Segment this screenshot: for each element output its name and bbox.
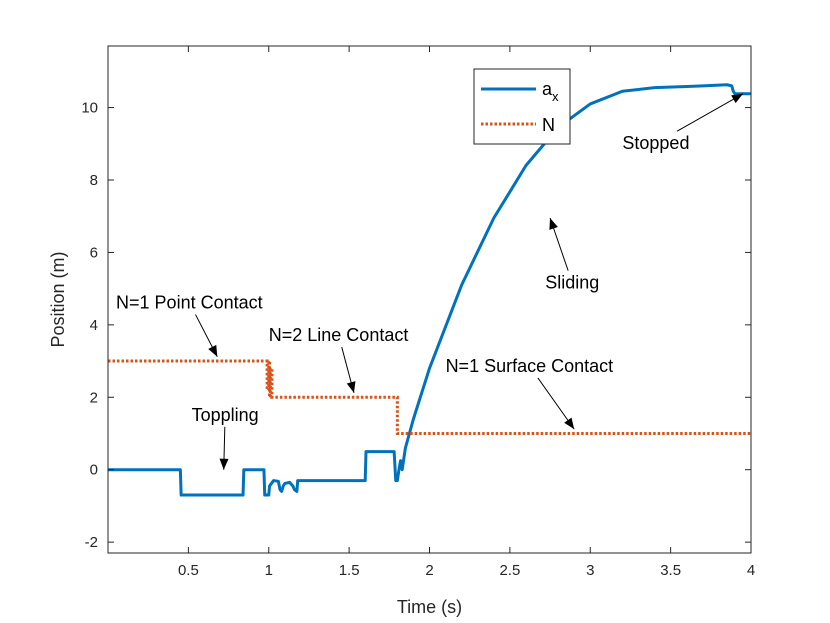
annotation-arrow-head <box>346 381 356 393</box>
x-axis-title: Time (s) <box>397 597 462 617</box>
legend-label-ax-sub: x <box>552 89 559 104</box>
x-tick-label: 0.5 <box>178 562 199 579</box>
legend-label-ax: ax <box>542 79 559 104</box>
series-line-n <box>108 359 751 435</box>
y-tick-label: 6 <box>90 244 98 261</box>
annotation-label: Stopped <box>622 133 689 153</box>
annotation-label: N=2 Line Contact <box>269 325 409 345</box>
x-tick-label: 2.5 <box>499 562 520 579</box>
series-layer <box>108 83 751 497</box>
x-tick-label: 3 <box>586 562 594 579</box>
y-tick-label: 2 <box>90 389 98 406</box>
legend-label-ax-main: a <box>542 79 553 99</box>
legend-label-n: N <box>542 115 555 135</box>
annotation-arrow-head <box>731 93 743 104</box>
x-tick-label: 1 <box>265 562 273 579</box>
annotation-arrow-head <box>564 417 575 430</box>
annotation-label: Toppling <box>192 405 259 425</box>
annotation-layer: N=1 Point Contact N=2 Line Contact N=1 Sur… <box>116 93 744 470</box>
annotation-arrow-head <box>219 458 229 470</box>
series-line-ax <box>108 83 751 497</box>
annotation-label: N=1 Surface Contact <box>446 356 614 376</box>
y-tick-label: 8 <box>90 172 98 189</box>
axis-layer: 0.5 1 1.5 2 2.5 3 3.5 4 -2 0 2 4 6 8 10 <box>81 46 755 579</box>
x-tick-label: 1.5 <box>339 562 360 579</box>
plot-area <box>108 46 751 553</box>
y-tick-label: 0 <box>90 462 98 479</box>
legend: ax N <box>473 68 571 145</box>
y-axis-title: Position (m) <box>48 251 68 347</box>
annotation-label: Sliding <box>545 273 599 293</box>
x-tick-label: 3.5 <box>660 562 681 579</box>
y-tick-label: -2 <box>85 534 98 551</box>
legend-box <box>473 68 571 145</box>
annotation-arrow-head <box>208 344 218 357</box>
y-tick-label: 10 <box>81 100 98 117</box>
x-tick-label: 2 <box>425 562 433 579</box>
x-tick-label: 4 <box>747 562 755 579</box>
y-tick-label: 4 <box>90 317 98 334</box>
annotation-label: N=1 Point Contact <box>116 293 263 313</box>
annotation-arrow-head <box>549 218 558 230</box>
annotation-arrow-line <box>676 93 744 132</box>
